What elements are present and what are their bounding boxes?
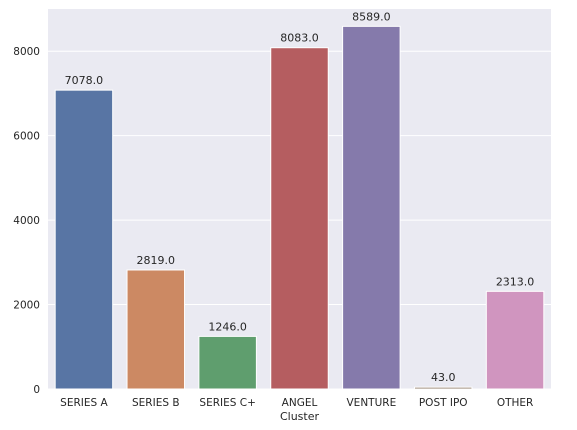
x-axis-ticks: SERIES A SERIES B SERIES C+ ANGEL VENTURE POS… [60,397,533,409]
y-tick-label: 8000 [13,46,40,58]
x-tick-label: ANGEL [282,397,318,409]
bar-series-a [54,89,114,390]
bar-post-ipo [413,386,473,390]
x-tick-label: SERIES A [60,397,108,409]
data-label: 2313.0 [496,275,535,288]
bar-angel [270,47,329,390]
data-label: 7078.0 [65,74,104,87]
y-axis-ticks: 0 2000 4000 6000 8000 [13,46,40,396]
bar-venture [342,25,401,390]
y-tick-label: 4000 [13,215,40,227]
data-label: 8083.0 [280,32,319,45]
y-tick-label: 6000 [13,131,40,143]
data-label: 2819.0 [137,254,176,267]
y-tick-label: 2000 [13,300,40,312]
data-labels: 7078.0 2819.0 1246.0 8083.0 8589.0 43.0 2313.0 [65,10,535,384]
bars [54,25,545,390]
x-tick-label: SERIES C+ [199,397,255,409]
x-tick-label: OTHER [497,397,534,409]
x-tick-label: VENTURE [347,397,397,409]
bar-series-b [126,269,186,390]
bar-series-c- [198,335,257,390]
x-tick-label: POST IPO [419,397,468,409]
x-axis-label: Cluster [280,410,320,423]
x-tick-label: SERIES B [132,397,180,409]
data-label: 1246.0 [208,320,247,333]
bar-other [485,290,545,390]
data-label: 8589.0 [352,10,391,23]
data-label: 43.0 [431,371,456,384]
y-tick-label: 0 [33,384,40,396]
